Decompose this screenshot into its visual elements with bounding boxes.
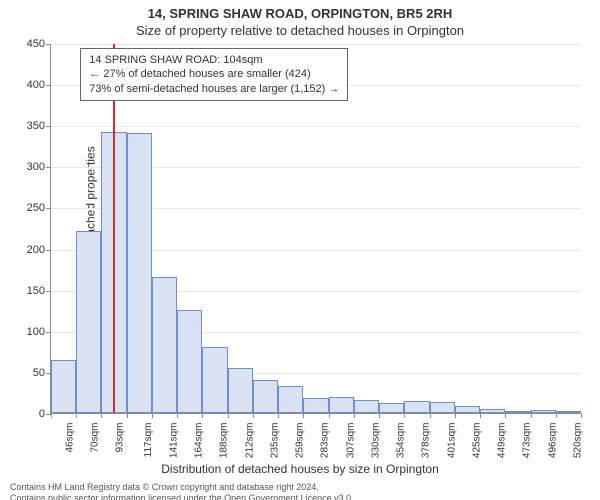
x-tick-mark <box>329 413 330 418</box>
x-tick-label: 496sqm <box>547 423 558 459</box>
x-tick-mark <box>505 413 506 418</box>
x-tick-mark <box>379 413 380 418</box>
x-tick-label: 401sqm <box>446 423 457 459</box>
x-tick-label: 354sqm <box>395 423 406 459</box>
histogram-bar <box>127 133 152 413</box>
x-tick-mark <box>404 413 405 418</box>
x-tick-label: 259sqm <box>294 423 305 459</box>
footer: Contains HM Land Registry data © Crown c… <box>0 482 600 500</box>
x-tick-label: 449sqm <box>496 423 507 459</box>
x-tick-label: 117sqm <box>143 423 154 458</box>
histogram-bar <box>354 400 379 413</box>
y-tick-label: 250 <box>11 202 51 214</box>
info-line-1: 14 SPRING SHAW ROAD: 104sqm <box>89 53 339 67</box>
page-title: 14, SPRING SHAW ROAD, ORPINGTON, BR5 2RH <box>0 0 600 21</box>
y-tick-label: 200 <box>11 244 51 256</box>
info-line-2: ← 27% of detached houses are smaller (42… <box>89 67 339 81</box>
x-tick-label: 46sqm <box>65 423 76 453</box>
y-tick-label: 50 <box>11 367 51 379</box>
x-tick-mark <box>354 413 355 418</box>
x-tick-mark <box>202 413 203 418</box>
info-line-3: 73% of semi-detached houses are larger (… <box>89 82 339 96</box>
x-tick-label: 283sqm <box>320 423 331 459</box>
chart-area: Number of detached properties 0501001502… <box>50 44 580 414</box>
x-tick-mark <box>253 413 254 418</box>
x-tick-label: 235sqm <box>269 423 280 459</box>
histogram-bar <box>329 397 354 413</box>
y-tick-label: 450 <box>11 38 51 50</box>
histogram-bar <box>556 411 581 413</box>
x-tick-label: 425sqm <box>471 423 482 459</box>
histogram-bar <box>531 410 556 413</box>
info-box: 14 SPRING SHAW ROAD: 104sqm ← 27% of det… <box>80 48 348 101</box>
x-tick-mark <box>76 413 77 418</box>
x-tick-mark <box>127 413 128 418</box>
histogram-bar <box>228 368 253 413</box>
x-tick-mark <box>455 413 456 418</box>
histogram-bar <box>430 402 455 414</box>
x-tick-label: 307sqm <box>345 423 356 459</box>
x-tick-label: 473sqm <box>522 423 533 459</box>
x-tick-label: 212sqm <box>244 423 255 459</box>
histogram-bar <box>505 411 530 413</box>
x-tick-label: 520sqm <box>572 423 583 459</box>
histogram-bar <box>379 403 404 413</box>
y-tick-label: 100 <box>11 326 51 338</box>
footer-line-2: Contains public sector information licen… <box>10 493 590 500</box>
histogram-bar <box>51 360 76 413</box>
y-tick-label: 150 <box>11 285 51 297</box>
x-tick-label: 93sqm <box>115 423 126 453</box>
x-tick-label: 70sqm <box>90 423 101 453</box>
histogram-bar <box>480 409 505 413</box>
x-tick-mark <box>556 413 557 418</box>
histogram-bar <box>76 231 101 413</box>
histogram-bar <box>303 398 328 413</box>
histogram-bar <box>278 386 303 413</box>
histogram-bar <box>404 401 429 413</box>
x-tick-label: 188sqm <box>219 423 230 459</box>
x-tick-mark <box>581 413 582 418</box>
x-tick-mark <box>101 413 102 418</box>
x-tick-mark <box>430 413 431 418</box>
x-tick-label: 141sqm <box>168 423 179 459</box>
x-tick-mark <box>278 413 279 418</box>
x-tick-mark <box>51 413 52 418</box>
x-axis-title: Distribution of detached houses by size … <box>0 462 600 476</box>
histogram-bar <box>455 406 480 413</box>
footer-line-1: Contains HM Land Registry data © Crown c… <box>10 482 590 493</box>
page-subtitle: Size of property relative to detached ho… <box>0 21 600 40</box>
histogram-bar <box>177 310 202 413</box>
x-tick-mark <box>480 413 481 418</box>
histogram-bar <box>202 347 227 413</box>
y-tick-label: 300 <box>11 161 51 173</box>
x-tick-mark <box>303 413 304 418</box>
x-tick-label: 164sqm <box>193 423 204 459</box>
x-tick-label: 330sqm <box>370 423 381 459</box>
x-tick-mark <box>228 413 229 418</box>
histogram-bar <box>152 277 177 413</box>
histogram-bar <box>253 380 278 413</box>
y-tick-label: 350 <box>11 120 51 132</box>
y-tick-label: 0 <box>11 408 51 420</box>
x-tick-label: 378sqm <box>421 423 432 459</box>
x-tick-mark <box>531 413 532 418</box>
x-tick-mark <box>177 413 178 418</box>
y-tick-label: 400 <box>11 79 51 91</box>
x-tick-mark <box>152 413 153 418</box>
